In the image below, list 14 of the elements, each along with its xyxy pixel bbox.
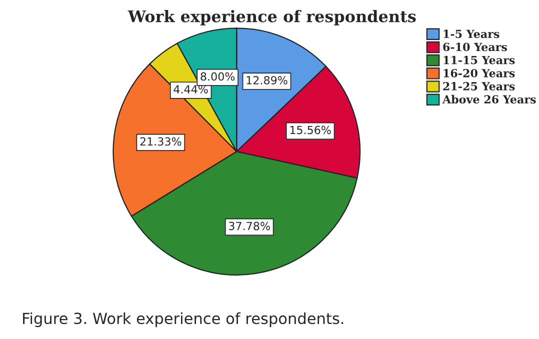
legend-label: Above 26 Years <box>442 94 536 104</box>
legend-label: 16-20 Years <box>444 68 515 78</box>
legend-label: 11-15 Years <box>444 56 515 64</box>
chart-title: Work experience of respondents <box>128 10 416 26</box>
data-label: 8.00% <box>200 72 235 81</box>
data-label: 21.33% <box>140 137 182 146</box>
data-label: 15.56% <box>290 126 331 134</box>
data-label: 12.89% <box>246 76 288 84</box>
data-label: 4.44% <box>174 85 208 94</box>
caption: Figure 3. Work experience of respondents. <box>23 312 344 328</box>
legend-label: 1-5 Years <box>444 30 500 38</box>
data-label: 37.78% <box>229 222 270 230</box>
legend-label: 6-10 Years <box>443 42 507 52</box>
legend-label: 21-25 Years <box>443 82 515 90</box>
